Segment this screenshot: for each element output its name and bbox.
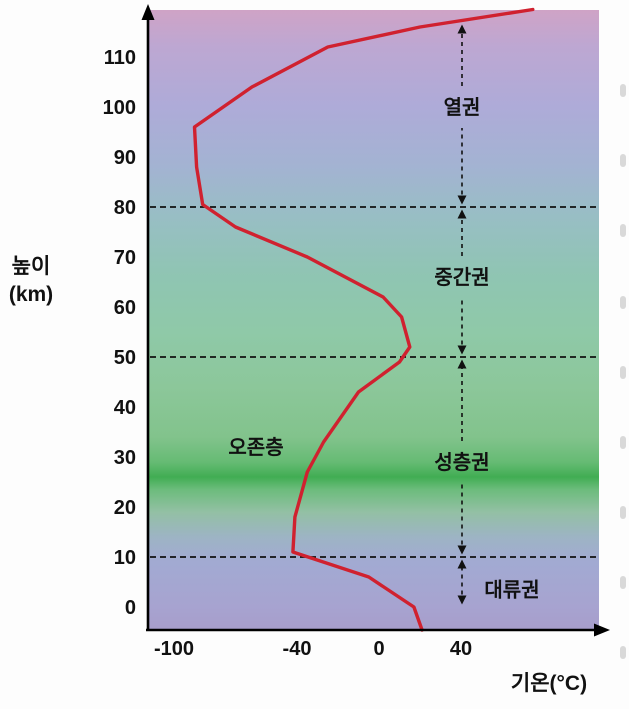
arrowhead-down-icon xyxy=(457,595,467,605)
tick-labels: 0 10 20 30 40 50 60 70 80 90 100 110 -100 -40 0 40 xyxy=(103,47,473,660)
axes xyxy=(141,4,610,637)
layer-label: 열권 xyxy=(444,96,481,119)
y-tick-label: 30 xyxy=(114,447,136,469)
arrowhead-down-icon xyxy=(457,195,467,205)
y-tick-label: 40 xyxy=(114,397,136,419)
y-tick-label: 50 xyxy=(114,347,136,369)
y-tick-label: 110 xyxy=(104,47,136,69)
arrowhead-up-icon xyxy=(457,559,467,569)
y-tick-label: 0 xyxy=(125,597,136,619)
page-edge-mark xyxy=(620,224,626,237)
plot-background xyxy=(148,10,599,630)
layer-label: 중간권 xyxy=(434,266,489,289)
layer-label: 대류권 xyxy=(484,579,539,602)
page-edge-mark xyxy=(620,366,626,379)
arrowhead-up-icon xyxy=(457,24,467,34)
temperature-curve-group xyxy=(192,7,535,632)
y-tick-label: 100 xyxy=(103,97,136,119)
page-edge-mark xyxy=(620,84,626,97)
x-axis-arrow-icon xyxy=(594,623,610,637)
x-tick-label: -100 xyxy=(154,638,194,660)
y-tick-label: 20 xyxy=(114,497,136,519)
y-axis-title-line1: 높이 xyxy=(12,255,51,278)
y-tick-label: 60 xyxy=(114,297,136,319)
y-tick-label: 80 xyxy=(114,197,136,219)
x-tick-label: -40 xyxy=(283,638,312,660)
layer-boundary-lines xyxy=(150,206,599,558)
y-tick-label: 10 xyxy=(114,547,136,569)
annotations: 오존층 xyxy=(228,436,283,459)
page-edge-mark xyxy=(620,436,626,449)
page-edge-mark xyxy=(620,576,626,589)
y-tick-label: 90 xyxy=(114,147,136,169)
arrowhead-up-icon xyxy=(457,359,467,369)
y-tick-label: 70 xyxy=(114,247,136,269)
x-axis-title: 기온(°C) xyxy=(511,672,587,695)
page-edge-mark xyxy=(620,154,626,167)
temperature-curve xyxy=(192,7,535,632)
arrowhead-up-icon xyxy=(457,209,467,219)
x-tick-label: 40 xyxy=(450,638,472,660)
layer-annotations: 대류권 성층권 중간권 열권 xyxy=(434,24,540,605)
page-edge-mark xyxy=(620,506,626,519)
arrowhead-down-icon xyxy=(457,345,467,355)
x-tick-label: 0 xyxy=(373,638,384,660)
page-edge-mark xyxy=(620,296,626,309)
page-edge-artifacts xyxy=(620,84,626,659)
arrowhead-down-icon xyxy=(457,545,467,555)
page-edge-mark xyxy=(620,646,626,659)
layer-label: 성층권 xyxy=(434,451,489,474)
ozone-layer-label: 오존층 xyxy=(228,436,283,459)
y-axis-arrow-icon xyxy=(141,4,155,20)
y-axis-title-line2: (km) xyxy=(9,283,53,306)
